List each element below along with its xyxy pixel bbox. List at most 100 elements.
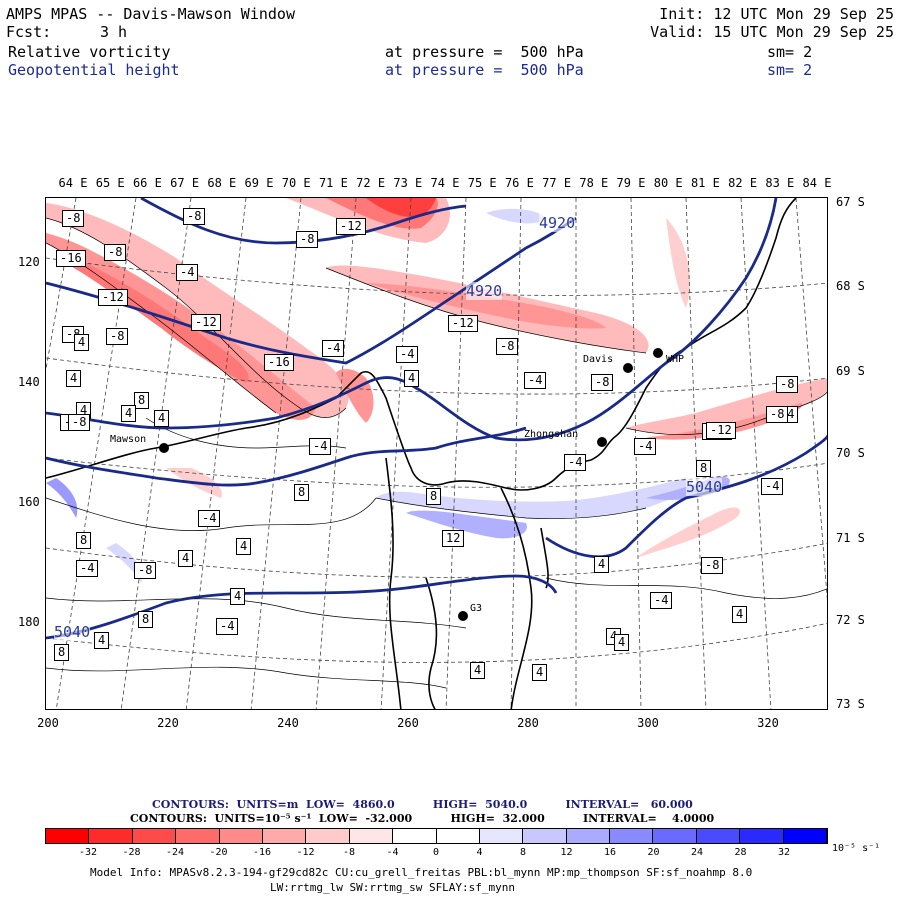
vorticity-contour-label: -12 — [706, 422, 736, 439]
vorticity-contour-label: -8 — [68, 414, 91, 431]
vorticity-contour-label: -8 — [134, 562, 157, 579]
x-tick: 200 — [37, 716, 59, 730]
y-tick: 180 — [18, 615, 40, 629]
colorbar-tick: 28 — [734, 847, 747, 858]
colorbar-swatch — [696, 829, 741, 843]
colorbar-swatch — [349, 829, 394, 843]
vorticity-contour-label: 8 — [426, 488, 442, 505]
vorticity-contour-label: -8 — [183, 208, 206, 225]
colorbar-swatch — [219, 829, 263, 843]
colorbar-tick: -4 — [386, 847, 399, 858]
y-tick: 120 — [18, 255, 40, 269]
plot-title: AMPS MPAS -- Davis-Mawson Window — [6, 5, 295, 23]
vorticity-contour-label: -16 — [56, 250, 86, 267]
vorticity-contour-label: 8 — [138, 611, 154, 628]
colorbar-tick: -20 — [209, 847, 228, 858]
vorticity-contour-label: 4 — [66, 370, 82, 387]
vorticity-contour-label: 8 — [134, 392, 150, 409]
vorticity-contour-label: 4 — [614, 634, 630, 651]
colorbar-swatch — [132, 829, 177, 843]
longitude-label: 68 E — [207, 176, 237, 190]
colorbar-swatch — [436, 829, 480, 843]
vorticity-contour-label: -4 — [198, 510, 221, 527]
vorticity-contour-label: -12 — [448, 315, 478, 332]
latitude-label: 73 S — [836, 697, 865, 711]
station-markers — [159, 348, 663, 621]
colorbar-tick: 8 — [519, 847, 527, 858]
longitude-label: 74 E — [430, 176, 460, 190]
longitude-label: 66 E — [132, 176, 162, 190]
station-label: Mawson — [110, 434, 147, 445]
colorbar-swatch — [523, 829, 567, 843]
latitude-label: 69 S — [836, 364, 865, 378]
longitude-label: 79 E — [616, 176, 646, 190]
x-tick: 220 — [157, 716, 179, 730]
latitude-label: 70 S — [836, 446, 865, 460]
coastline — [46, 198, 797, 709]
station-label: Davis — [583, 354, 614, 365]
x-tick: 300 — [637, 716, 659, 730]
field2-level: at pressure = 500 hPa — [385, 61, 584, 79]
vorticity-contour-label: -4 — [634, 438, 657, 455]
longitude-label: 70 E — [281, 176, 311, 190]
station-label: G3 — [470, 603, 483, 614]
vorticity-contour-label: 4 — [94, 632, 110, 649]
colorbar-swatch — [393, 829, 437, 843]
vorticity-contour-label: 4 — [121, 405, 137, 422]
field2-smoothing: sm= 2 — [767, 61, 813, 79]
colorbar-tick: 0 — [432, 847, 440, 858]
longitude-label: 69 E — [244, 176, 274, 190]
height-contour-label: 5040 — [54, 623, 91, 641]
x-tick: 320 — [757, 716, 779, 730]
vorticity-contour-label: 4 — [532, 664, 548, 681]
vorticity-contour-label: -8 — [776, 376, 799, 393]
vorticity-contour-label: -8 — [62, 210, 85, 227]
vorticity-contour-label: 4 — [74, 334, 90, 351]
longitude-label: 77 E — [542, 176, 572, 190]
vorticity-contour-label: -16 — [264, 354, 294, 371]
colorbar-swatch — [740, 829, 784, 843]
vorticity-contour-info: CONTOURS: UNITS=10⁻⁵ s⁻¹ LOW= -32.000 HI… — [130, 812, 715, 825]
colorbar-tick: 24 — [690, 847, 704, 858]
colorbar-swatch — [306, 829, 350, 843]
vorticity-contour-label: -8 — [296, 231, 319, 248]
colorbar-swatch — [176, 829, 220, 843]
colorbar-tick: 4 — [476, 847, 483, 858]
vorticity-contour-label: -8 — [104, 244, 127, 261]
longitude-label: 64 E — [58, 176, 88, 190]
longitude-label: 84 E — [802, 176, 832, 190]
field1-smoothing: sm= 2 — [767, 43, 813, 61]
colorbar-tick: -24 — [165, 847, 185, 858]
model-info-2: LW:rrtmg_lw SW:rrtmg_sw SFLAY:sf_mynn — [270, 881, 516, 894]
forecast-label: Fcst: — [6, 23, 52, 41]
colorbar-swatch — [262, 829, 307, 843]
latitude-label: 67 S — [836, 195, 865, 209]
vorticity-contour-label: 8 — [76, 532, 92, 549]
longitude-label: 82 E — [728, 176, 758, 190]
valid-time: Valid: 15 UTC Mon 29 Sep 25 — [650, 23, 894, 41]
y-tick: 140 — [18, 375, 40, 389]
longitude-label: 76 E — [504, 176, 534, 190]
colorbar-tick: 20 — [647, 847, 660, 858]
longitude-label: 81 E — [690, 176, 720, 190]
vorticity-contour-label: -4 — [650, 592, 673, 609]
colorbar-tick: -12 — [296, 847, 315, 858]
station-label: Zhongshan — [524, 429, 579, 440]
colorbar-swatch — [46, 829, 90, 843]
vorticity-contour-label: 12 — [442, 530, 465, 547]
longitude-label: 71 E — [318, 176, 348, 190]
vorticity-contour-label: -12 — [191, 314, 221, 331]
longitude-label: 83 E — [765, 176, 795, 190]
vorticity-contour-label: -4 — [524, 372, 547, 389]
x-tick: 260 — [397, 716, 419, 730]
vorticity-contour-label: 8 — [696, 460, 712, 477]
colorbar-tick: 16 — [603, 847, 617, 858]
longitude-label: 65 E — [95, 176, 125, 190]
colorbar-swatch — [783, 829, 828, 843]
vorticity-contour-label: 8 — [54, 644, 70, 661]
colorbar-tick: -8 — [342, 847, 356, 858]
vorticity-contour-label: -4 — [309, 438, 332, 455]
graticule — [46, 198, 827, 709]
vorticity-contour-label: -8 — [106, 328, 129, 345]
vorticity-contour-label: -12 — [336, 218, 366, 235]
